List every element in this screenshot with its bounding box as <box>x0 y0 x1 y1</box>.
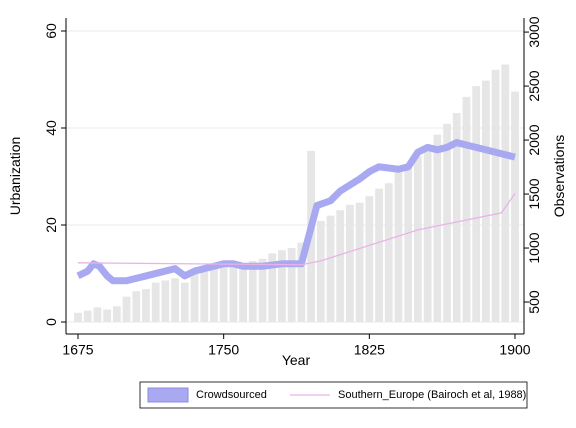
observation-bar <box>219 262 228 322</box>
x-tick-label: 1675 <box>62 342 93 358</box>
series-line <box>77 193 516 266</box>
crowdsourced-band <box>76 139 516 285</box>
legend-label: Crowdsourced <box>196 389 267 401</box>
observation-bar <box>112 306 121 322</box>
observation-bar <box>404 167 413 322</box>
legend-label: Southern_Europe (Bairoch et al, 1988) <box>338 389 526 401</box>
observation-bar <box>491 69 500 323</box>
observation-bar <box>336 210 345 322</box>
observation-bar <box>462 96 471 322</box>
observation-bar <box>239 263 247 322</box>
observation-bar <box>278 250 286 322</box>
x-tick-label: 1825 <box>354 342 385 358</box>
observation-bar <box>171 278 179 322</box>
observation-bar <box>200 269 209 322</box>
observation-bar <box>229 264 238 322</box>
y-tick-label: 20 <box>43 217 59 233</box>
observation-bar <box>74 312 82 322</box>
observation-bar <box>481 80 490 322</box>
observation-bar <box>414 156 422 322</box>
observation-bar <box>452 113 461 322</box>
observation-bar <box>384 183 393 322</box>
observation-bar <box>375 188 383 322</box>
observation-bar <box>394 172 403 322</box>
x-tick-label: 1750 <box>208 342 239 358</box>
observation-bar <box>443 123 451 322</box>
observation-bar <box>248 260 257 322</box>
observation-bar <box>287 248 296 322</box>
x-tick-label: 1900 <box>499 342 530 358</box>
y2-tick-label: 3000 <box>526 16 542 47</box>
y2-tick-label: 2000 <box>526 124 542 155</box>
y-axis-title: Urbanization <box>7 137 23 216</box>
legend <box>139 381 528 409</box>
observation-bar <box>258 258 267 322</box>
observation-bar <box>326 215 335 322</box>
y-tick-label: 60 <box>43 23 59 39</box>
observation-bar <box>132 291 141 322</box>
y2-tick-label: 500 <box>526 290 542 314</box>
y2-tick-label: 2500 <box>526 70 542 101</box>
observation-bar <box>511 91 519 322</box>
observation-bar <box>423 145 432 322</box>
observation-bar <box>190 273 199 322</box>
observation-bar <box>122 296 131 322</box>
observation-bar <box>355 202 364 322</box>
observation-bar <box>433 134 442 322</box>
observation-bar <box>180 282 189 322</box>
y2-tick-label: 1000 <box>526 232 542 263</box>
observation-bar <box>365 196 374 322</box>
legend-swatch <box>147 387 189 403</box>
observation-bar <box>346 204 354 322</box>
observation-bar <box>297 242 306 322</box>
observation-bar <box>151 282 160 322</box>
observation-bar <box>93 307 102 322</box>
y2-axis-title: Observations <box>551 135 567 217</box>
y-tick-label: 40 <box>43 120 59 136</box>
observation-bar <box>161 280 170 322</box>
y2-tick-label: 1500 <box>526 178 542 209</box>
observation-bar <box>268 253 277 322</box>
y-tick-label: 0 <box>43 318 59 326</box>
observation-bar <box>142 289 150 322</box>
x-axis-title: Year <box>282 352 311 368</box>
observation-bar <box>103 309 112 322</box>
observation-bar <box>316 221 325 322</box>
observation-bar <box>472 86 481 322</box>
observation-bar <box>83 310 92 322</box>
observation-bar <box>210 265 218 322</box>
observation-bar <box>501 64 510 323</box>
